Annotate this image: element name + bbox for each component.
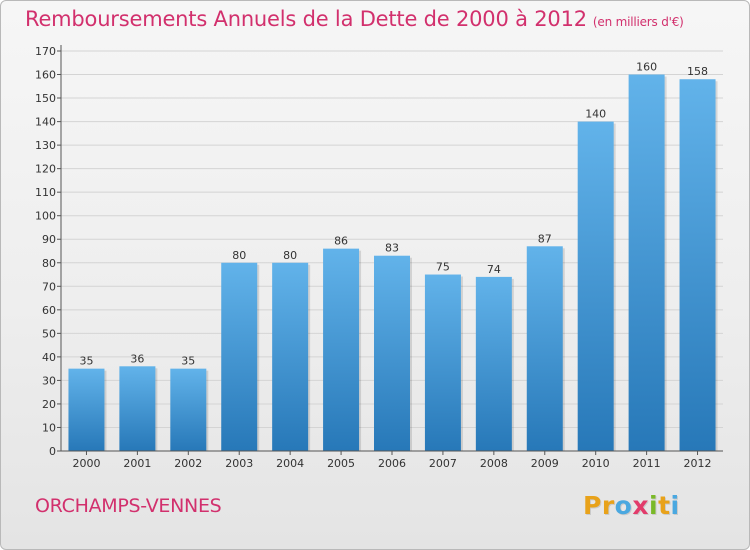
x-axis: 2000 2001 2002 2003 2004 2005 2006 2007 2008 2009… — [72, 451, 712, 470]
y-tick-label: 80 — [42, 257, 56, 270]
logo-letter: P — [583, 491, 602, 520]
bar-2009 — [526, 246, 563, 451]
y-tick-label: 60 — [42, 304, 56, 317]
chart-title-text: Remboursements Annuels de la Dette de 20… — [25, 7, 587, 31]
x-tick-label: 2012 — [684, 457, 712, 470]
y-tick-label: 120 — [35, 163, 56, 176]
bar-2005 — [323, 248, 360, 451]
y-axis: 0 10 20 30 40 50 60 70 80 90 100 110 120 130 140 150 160… — [35, 45, 61, 458]
bar-2001 — [119, 366, 156, 451]
bar-2011 — [628, 74, 665, 451]
x-tick-label: 2008 — [480, 457, 508, 470]
y-tick-label: 10 — [42, 421, 56, 434]
bar-2008 — [475, 276, 512, 451]
y-tick-label: 110 — [35, 186, 56, 199]
proxiti-logo: Proxiti — [583, 491, 680, 520]
bar-value-label: 80 — [232, 249, 246, 262]
y-tick-label: 130 — [35, 139, 56, 152]
bar-value-label: 80 — [283, 249, 297, 262]
bar-value-label: 36 — [130, 352, 144, 365]
bar-2006 — [374, 255, 410, 451]
x-tick-label: 2002 — [174, 457, 202, 470]
bar-2012 — [679, 79, 716, 451]
bar-value-label: 160 — [636, 61, 657, 74]
y-tick-label: 0 — [49, 445, 56, 458]
logo-letter: r — [601, 491, 615, 520]
bar-value-label: 35 — [79, 355, 93, 368]
x-tick-label: 2000 — [72, 457, 100, 470]
x-tick-label: 2001 — [123, 457, 151, 470]
y-tick-label: 160 — [35, 69, 56, 82]
bar-2003 — [221, 262, 258, 451]
bar-value-label: 74 — [487, 263, 501, 276]
bar-value-label: 86 — [334, 235, 348, 248]
y-tick-label: 140 — [35, 116, 56, 129]
x-tick-label: 2004 — [276, 457, 304, 470]
x-tick-label: 2010 — [582, 457, 610, 470]
bar-value-label: 87 — [538, 232, 552, 245]
x-tick-label: 2011 — [633, 457, 661, 470]
chart-subtitle: (en milliers d'€) — [592, 15, 684, 29]
y-tick-label: 90 — [42, 233, 56, 246]
y-tick-label: 70 — [42, 280, 56, 293]
bar-2007 — [424, 274, 461, 451]
y-tick-label: 100 — [35, 210, 56, 223]
bar-value-label: 158 — [687, 65, 708, 78]
bar-value-label: 140 — [585, 108, 606, 121]
x-tick-label: 2009 — [531, 457, 559, 470]
y-tick-label: 50 — [42, 327, 56, 340]
bars: 35 36 35 80 80 86 83 75 74 87 140 160 158 — [68, 61, 718, 452]
logo-letter: x — [632, 491, 649, 520]
y-tick-label: 20 — [42, 398, 56, 411]
x-tick-label: 2005 — [327, 457, 355, 470]
logo-letter: o — [614, 491, 633, 520]
bar-2004 — [272, 262, 309, 451]
x-tick-label: 2006 — [378, 457, 406, 470]
commune-name: ORCHAMPS-VENNES — [35, 495, 222, 517]
y-tick-label: 170 — [35, 45, 56, 58]
bar-2010 — [577, 121, 614, 452]
y-tick-label: 30 — [42, 374, 56, 387]
logo-letter: i — [649, 491, 659, 520]
bar-value-label: 75 — [436, 261, 450, 274]
x-tick-label: 2007 — [429, 457, 457, 470]
y-tick-label: 40 — [42, 351, 56, 364]
y-tick-label: 150 — [35, 92, 56, 105]
logo-letter: i — [670, 491, 680, 520]
bar-value-label: 35 — [181, 355, 195, 368]
bar-2002 — [170, 368, 207, 451]
x-tick-label: 2003 — [225, 457, 253, 470]
chart-title: Remboursements Annuels de la Dette de 20… — [25, 7, 684, 31]
bar-2000 — [68, 368, 105, 451]
logo-letter: t — [658, 491, 671, 520]
bar-value-label: 83 — [385, 242, 399, 255]
